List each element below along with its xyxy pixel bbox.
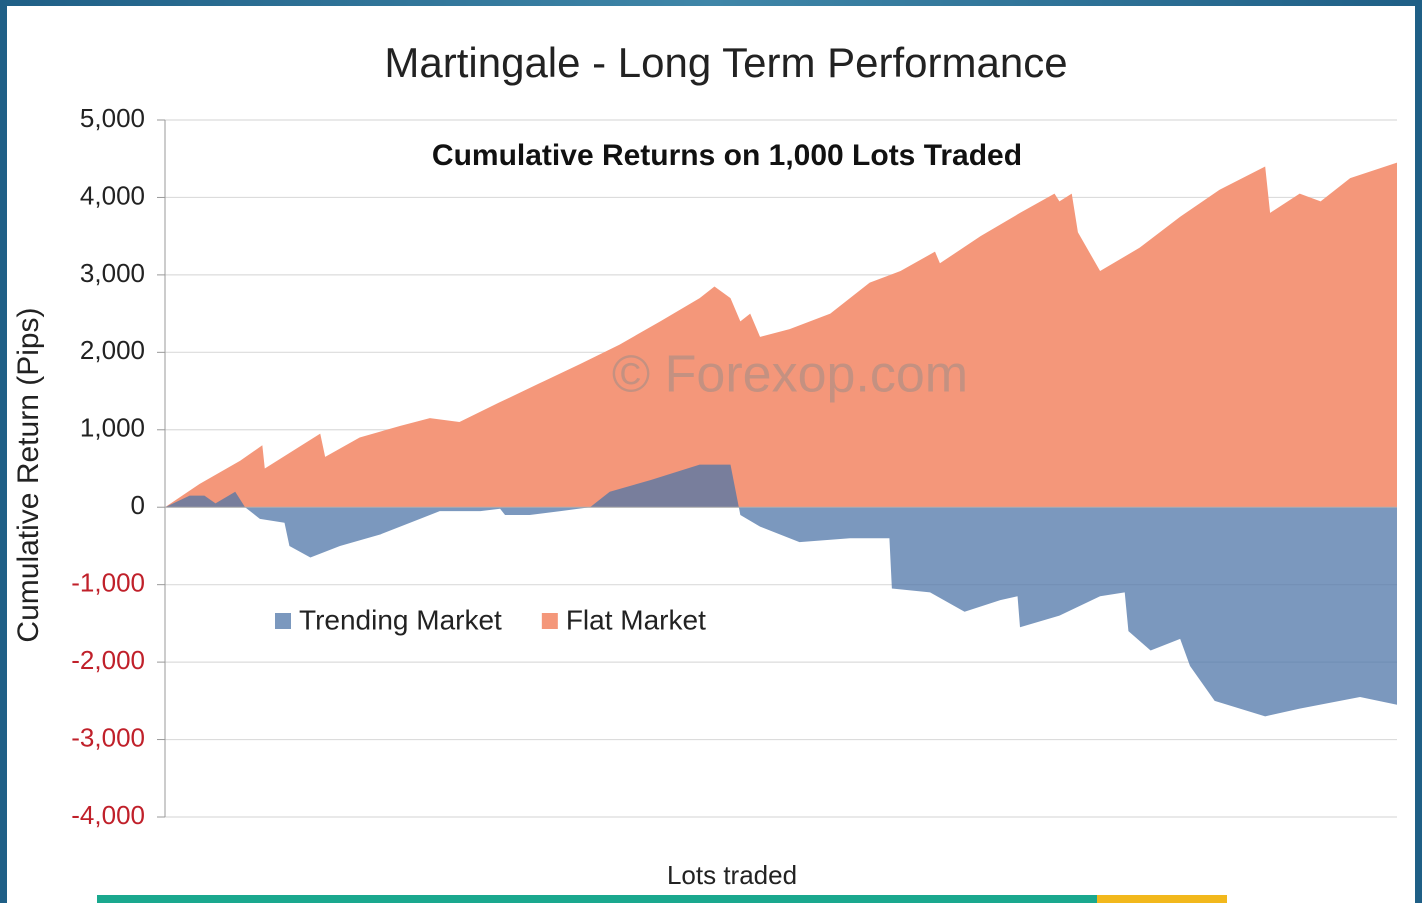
area-series [165,162,1397,508]
chart-subtitle: Cumulative Returns on 1,000 Lots Traded [432,139,1022,172]
footer-bar [97,895,1097,903]
y-tick-label: 3,000 [80,258,145,288]
y-tick-label: 4,000 [80,180,145,210]
watermark: © Forexop.com [612,346,968,404]
y-tick-label: 0 [131,490,145,520]
legend-swatch [275,613,291,629]
y-tick-label: 5,000 [80,103,145,133]
y-tick-label: 2,000 [80,335,145,365]
footer-bar-accent [1097,895,1227,903]
y-axis-label: Cumulative Return (Pips) [12,307,45,642]
x-axis-label: Lots traded [667,860,797,890]
plot-area [157,119,1397,818]
y-tick-label: -1,000 [71,568,145,598]
y-tick-label: -2,000 [71,645,145,675]
area-series [165,464,1397,717]
legend-label: Flat Market [566,604,706,635]
y-tick-label: -4,000 [71,800,145,830]
chart-title: Martingale - Long Term Performance [384,39,1067,86]
legend-swatch [541,613,558,629]
y-tick-label: 1,000 [80,413,145,443]
y-tick-label: -3,000 [71,722,145,752]
legend-label: Trending Market [299,604,502,635]
